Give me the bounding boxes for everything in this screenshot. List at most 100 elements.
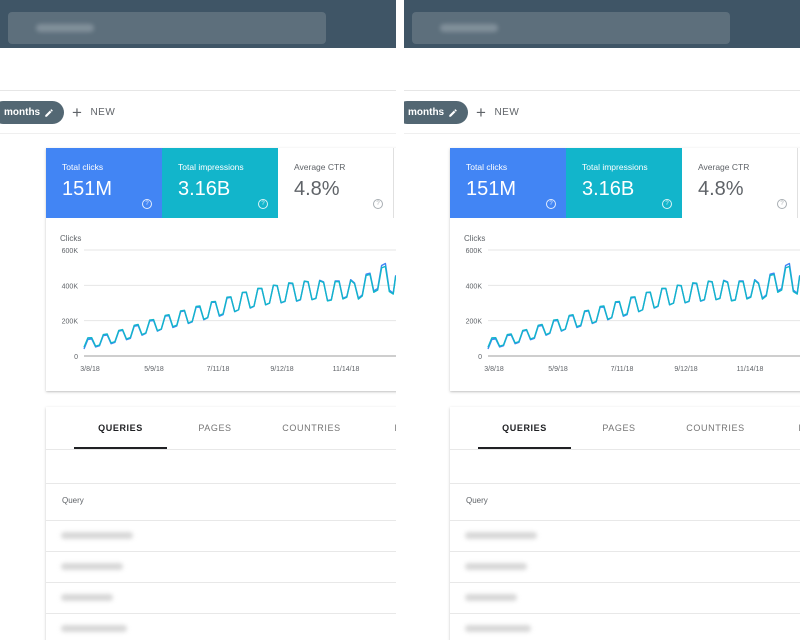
- average-ctr-label: Average CTR: [294, 162, 346, 172]
- average-ctr-tile[interactable]: Average CTR 4.8% ?: [682, 148, 798, 218]
- y-axis-label: Clicks: [464, 234, 485, 243]
- redacted-query: [61, 594, 113, 601]
- date-range-label: months: [4, 107, 41, 118]
- tab-pages[interactable]: PAGES: [198, 423, 232, 433]
- x-tick-label: 3/8/18: [80, 366, 100, 373]
- help-icon[interactable]: ?: [777, 199, 787, 209]
- active-tab-indicator: [478, 447, 571, 449]
- y-tick-label: 400K: [62, 283, 79, 290]
- table-toolbar: [450, 450, 800, 484]
- redacted-query: [465, 625, 531, 632]
- pencil-icon: [449, 108, 457, 117]
- new-filter-label: NEW: [90, 107, 116, 118]
- average-ctr-value: 4.8%: [698, 178, 744, 200]
- redacted-query: [61, 563, 123, 570]
- x-tick-label: 7/11/18: [207, 366, 230, 373]
- tab-queries[interactable]: QUERIES: [502, 423, 547, 433]
- plus-icon: +: [476, 103, 487, 122]
- clicks-chart: Clicks 0 200K 400K 600K 3/8/18 5/9/18 7/11/18 9/…: [464, 234, 800, 373]
- y-tick-label: 600K: [466, 248, 483, 255]
- x-tick-label: 5/9/18: [548, 366, 568, 373]
- date-range-chip[interactable]: months: [404, 101, 469, 124]
- tab-queries[interactable]: QUERIES: [98, 423, 143, 433]
- query-column-header[interactable]: Query: [62, 496, 84, 505]
- search-text-blur: [440, 24, 498, 32]
- new-filter-button[interactable]: + NEW: [72, 101, 115, 124]
- table-row[interactable]: [450, 583, 800, 614]
- total-clicks-value: 151M: [62, 178, 113, 200]
- redacted-query: [465, 563, 527, 570]
- total-clicks-value: 151M: [466, 178, 517, 200]
- x-tick-label: 7/11/18: [611, 366, 634, 373]
- left-panel: months + NEW Total clicks 151M ? Total i…: [0, 0, 396, 640]
- query-column-header[interactable]: Query: [466, 496, 488, 505]
- table-row[interactable]: [46, 583, 396, 614]
- table-row[interactable]: [450, 521, 800, 552]
- x-tick-label: 11/14/18: [333, 366, 360, 373]
- average-ctr-value: 4.8%: [294, 178, 340, 200]
- total-impressions-value: 3.16B: [582, 178, 635, 200]
- dimension-tabs-card: QUERIES PAGES COUNTRIES D Query: [450, 407, 800, 640]
- y-tick-label: 200K: [62, 319, 79, 326]
- redacted-query: [465, 532, 537, 539]
- dimension-tabs: QUERIES PAGES COUNTRIES D: [46, 407, 396, 450]
- total-clicks-label: Total clicks: [466, 162, 508, 172]
- x-tick-label: 5/9/18: [144, 366, 164, 373]
- x-tick-label: 11/14/18: [737, 366, 764, 373]
- tab-countries[interactable]: COUNTRIES: [282, 423, 341, 433]
- date-range-label: months: [408, 107, 445, 118]
- x-tick-label: 9/12/18: [674, 366, 697, 373]
- tab-devices[interactable]: D: [794, 407, 800, 449]
- total-impressions-tile[interactable]: Total impressions 3.16B ?: [162, 148, 278, 218]
- y-tick-label: 0: [478, 354, 482, 361]
- plus-icon: +: [72, 103, 83, 122]
- tab-countries[interactable]: COUNTRIES: [686, 423, 745, 433]
- help-icon[interactable]: ?: [142, 199, 152, 209]
- tab-devices[interactable]: D: [390, 407, 396, 449]
- redacted-query: [61, 625, 127, 632]
- table-header: Query: [450, 484, 800, 521]
- search-input[interactable]: [8, 12, 326, 44]
- total-clicks-tile[interactable]: Total clicks 151M ?: [450, 148, 566, 218]
- performance-card: Total clicks 151M ? Total impressions 3.…: [46, 148, 396, 391]
- total-impressions-label: Total impressions: [178, 162, 244, 172]
- total-clicks-label: Total clicks: [62, 162, 104, 172]
- y-axis-label: Clicks: [60, 234, 81, 243]
- help-icon[interactable]: ?: [662, 199, 672, 209]
- total-impressions-value: 3.16B: [178, 178, 231, 200]
- metric-tiles: Total clicks 151M ? Total impressions 3.…: [450, 148, 800, 218]
- total-clicks-tile[interactable]: Total clicks 151M ?: [46, 148, 162, 218]
- top-bar: [404, 0, 800, 48]
- clicks-chart: Clicks 0 200K 400K 600K 3/8/18 5/9/18 7/11/18 9/…: [60, 234, 396, 373]
- table-row[interactable]: [450, 552, 800, 583]
- table-toolbar: [46, 450, 396, 484]
- dimension-tabs-card: QUERIES PAGES COUNTRIES D Query: [46, 407, 396, 640]
- new-filter-button[interactable]: + NEW: [476, 101, 519, 124]
- table-row[interactable]: [450, 614, 800, 640]
- x-tick-label: 9/12/18: [270, 366, 293, 373]
- y-tick-label: 400K: [466, 283, 483, 290]
- help-icon[interactable]: ?: [546, 199, 556, 209]
- help-icon[interactable]: ?: [373, 199, 383, 209]
- table-row[interactable]: [46, 521, 396, 552]
- help-icon[interactable]: ?: [258, 199, 268, 209]
- tab-pages[interactable]: PAGES: [602, 423, 636, 433]
- redacted-query: [61, 532, 133, 539]
- table-row[interactable]: [46, 552, 396, 583]
- search-input[interactable]: [412, 12, 730, 44]
- date-range-chip[interactable]: months: [0, 101, 65, 124]
- filter-bar: months + NEW: [0, 90, 396, 133]
- y-tick-label: 0: [74, 354, 78, 361]
- total-impressions-tile[interactable]: Total impressions 3.16B ?: [566, 148, 682, 218]
- dimension-tabs: QUERIES PAGES COUNTRIES D: [450, 407, 800, 450]
- y-tick-label: 200K: [466, 319, 483, 326]
- average-ctr-tile[interactable]: Average CTR 4.8% ?: [278, 148, 394, 218]
- x-tick-label: 3/8/18: [484, 366, 504, 373]
- total-impressions-label: Total impressions: [582, 162, 648, 172]
- table-row[interactable]: [46, 614, 396, 640]
- secondary-series-line: [83, 265, 396, 348]
- search-text-blur: [36, 24, 94, 32]
- active-tab-indicator: [74, 447, 167, 449]
- new-filter-label: NEW: [494, 107, 520, 118]
- metric-tiles: Total clicks 151M ? Total impressions 3.…: [46, 148, 396, 218]
